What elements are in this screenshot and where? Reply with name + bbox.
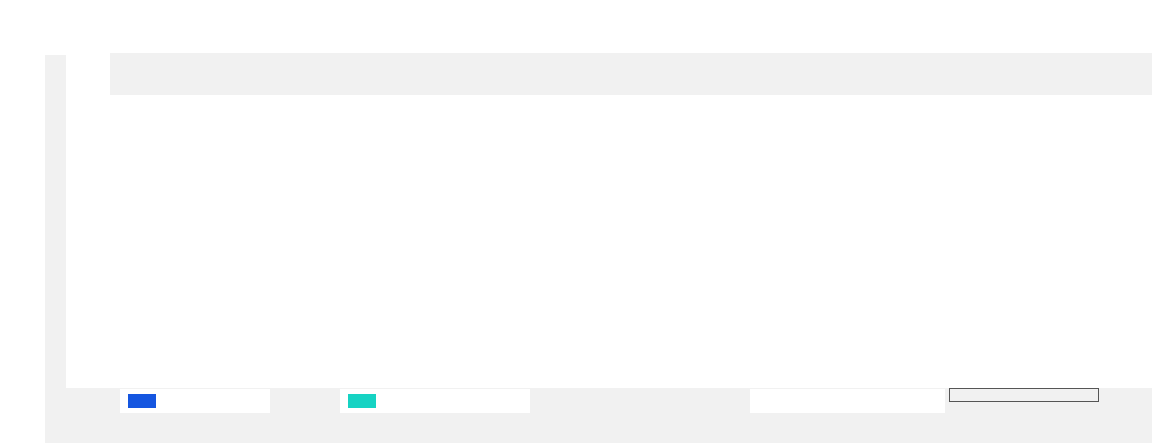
rain-legend-swatch [128,394,156,408]
left-strip [45,55,66,443]
cloud-density-chip [750,389,945,413]
cloud-density-scale [949,388,1099,402]
showers-legend-swatch [348,394,376,408]
day-header-band [110,53,1152,95]
